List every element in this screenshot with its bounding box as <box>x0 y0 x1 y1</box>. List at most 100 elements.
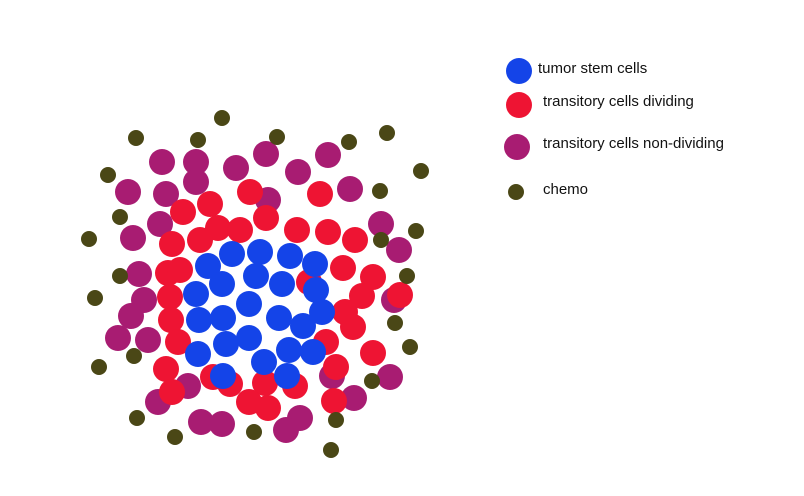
non-dividing-cell <box>223 155 249 181</box>
chemo-particle <box>372 183 388 199</box>
tumor-stem-cell <box>195 253 221 279</box>
tumor-stem-cell <box>309 299 335 325</box>
non-dividing-cell <box>386 237 412 263</box>
dividing-cell <box>315 219 341 245</box>
tumor-stem-cell <box>247 239 273 265</box>
dividing-cell <box>284 217 310 243</box>
tumor-stem-cell <box>276 337 302 363</box>
dividing-cell <box>153 356 179 382</box>
dividing-cell <box>227 217 253 243</box>
tumor-stem-cell <box>186 307 212 333</box>
chemo-particle <box>100 167 116 183</box>
chemo-particle <box>112 209 128 225</box>
chemo-particle <box>190 132 206 148</box>
non-dividing-cell <box>105 325 131 351</box>
tumor-stem-cell <box>209 271 235 297</box>
dividing-cell <box>252 370 278 396</box>
chemo-particle <box>364 373 380 389</box>
non-dividing-cell <box>315 142 341 168</box>
non-dividing-cell <box>153 181 179 207</box>
legend-label-tumor-stem-cells: tumor stem cells <box>538 60 648 77</box>
tumor-stem-cell <box>213 331 239 357</box>
non-dividing-cell <box>135 327 161 353</box>
non-dividing-cell <box>285 159 311 185</box>
chemo-swatch <box>508 184 524 200</box>
dividing-cell-swatch <box>506 92 532 118</box>
chemo-particle <box>129 410 145 426</box>
chemo-particle <box>328 412 344 428</box>
non-dividing-cell <box>183 149 209 175</box>
dividing-cell <box>165 329 191 355</box>
chemo-particle <box>91 359 107 375</box>
chemo-particle <box>269 129 285 145</box>
tumor-stem-cell <box>243 263 269 289</box>
non-dividing-cell <box>337 176 363 202</box>
tumor-stem-cell <box>219 241 245 267</box>
legend: tumor stem cells transitory cells dividi… <box>500 50 800 210</box>
chemo-particle <box>402 339 418 355</box>
dividing-cell <box>159 379 185 405</box>
non-dividing-cell <box>253 141 279 167</box>
tumor-stem-cell <box>236 325 262 351</box>
chemo-particle <box>379 125 395 141</box>
chemo-particle <box>81 231 97 247</box>
dividing-cell <box>159 231 185 257</box>
non-dividing-cell <box>209 411 235 437</box>
tumor-stem-cell <box>303 277 329 303</box>
non-dividing-cell <box>273 417 299 443</box>
dividing-cell <box>170 199 196 225</box>
tumor-stem-cell <box>210 305 236 331</box>
non-dividing-cell <box>368 211 394 237</box>
non-dividing-cell <box>115 179 141 205</box>
dividing-cell <box>187 227 213 253</box>
non-dividing-cell-swatch <box>504 134 530 160</box>
dividing-cell <box>253 205 279 231</box>
dividing-cell <box>342 227 368 253</box>
dividing-cell <box>237 179 263 205</box>
non-dividing-cell <box>118 303 144 329</box>
tumor-stem-cell <box>290 313 316 339</box>
non-dividing-cell <box>149 149 175 175</box>
dividing-cell <box>360 340 386 366</box>
non-dividing-cell <box>147 211 173 237</box>
dividing-cell <box>330 255 356 281</box>
dividing-cell <box>349 283 375 309</box>
chemo-particle <box>341 134 357 150</box>
tumor-stem-cell-swatch <box>506 58 532 84</box>
tumor-stem-cell <box>300 339 326 365</box>
tumor-stem-cell <box>266 305 292 331</box>
tumor-stem-cell <box>210 363 236 389</box>
dividing-cell <box>167 257 193 283</box>
non-dividing-cell <box>126 261 152 287</box>
chemo-particle <box>126 348 142 364</box>
dividing-cell <box>307 181 333 207</box>
chemo-particle <box>246 424 262 440</box>
dividing-cell <box>323 354 349 380</box>
chemo-particle <box>373 232 389 248</box>
tumor-stem-cell <box>302 251 328 277</box>
chemo-particle <box>128 130 144 146</box>
tumor-stem-cell <box>185 341 211 367</box>
non-dividing-cell <box>377 364 403 390</box>
tumor-stem-cell <box>274 363 300 389</box>
dividing-cell <box>157 284 183 310</box>
chemo-particle <box>413 163 429 179</box>
tumor-stem-cell <box>277 243 303 269</box>
dividing-cell <box>340 314 366 340</box>
non-dividing-cell <box>183 169 209 195</box>
legend-label-transitory-non-dividing: transitory cells non-dividing <box>543 135 724 152</box>
dividing-cell <box>360 264 386 290</box>
dividing-cell <box>255 395 281 421</box>
dividing-cell <box>387 282 413 308</box>
chemo-particle <box>87 290 103 306</box>
non-dividing-cell <box>341 385 367 411</box>
dividing-cell <box>321 388 347 414</box>
chemo-particle <box>323 442 339 458</box>
tumor-stem-cell <box>236 291 262 317</box>
dividing-cell <box>197 191 223 217</box>
chemo-particle <box>112 268 128 284</box>
tumor-stem-cell <box>251 349 277 375</box>
non-dividing-cell <box>120 225 146 251</box>
chemo-particle <box>408 223 424 239</box>
